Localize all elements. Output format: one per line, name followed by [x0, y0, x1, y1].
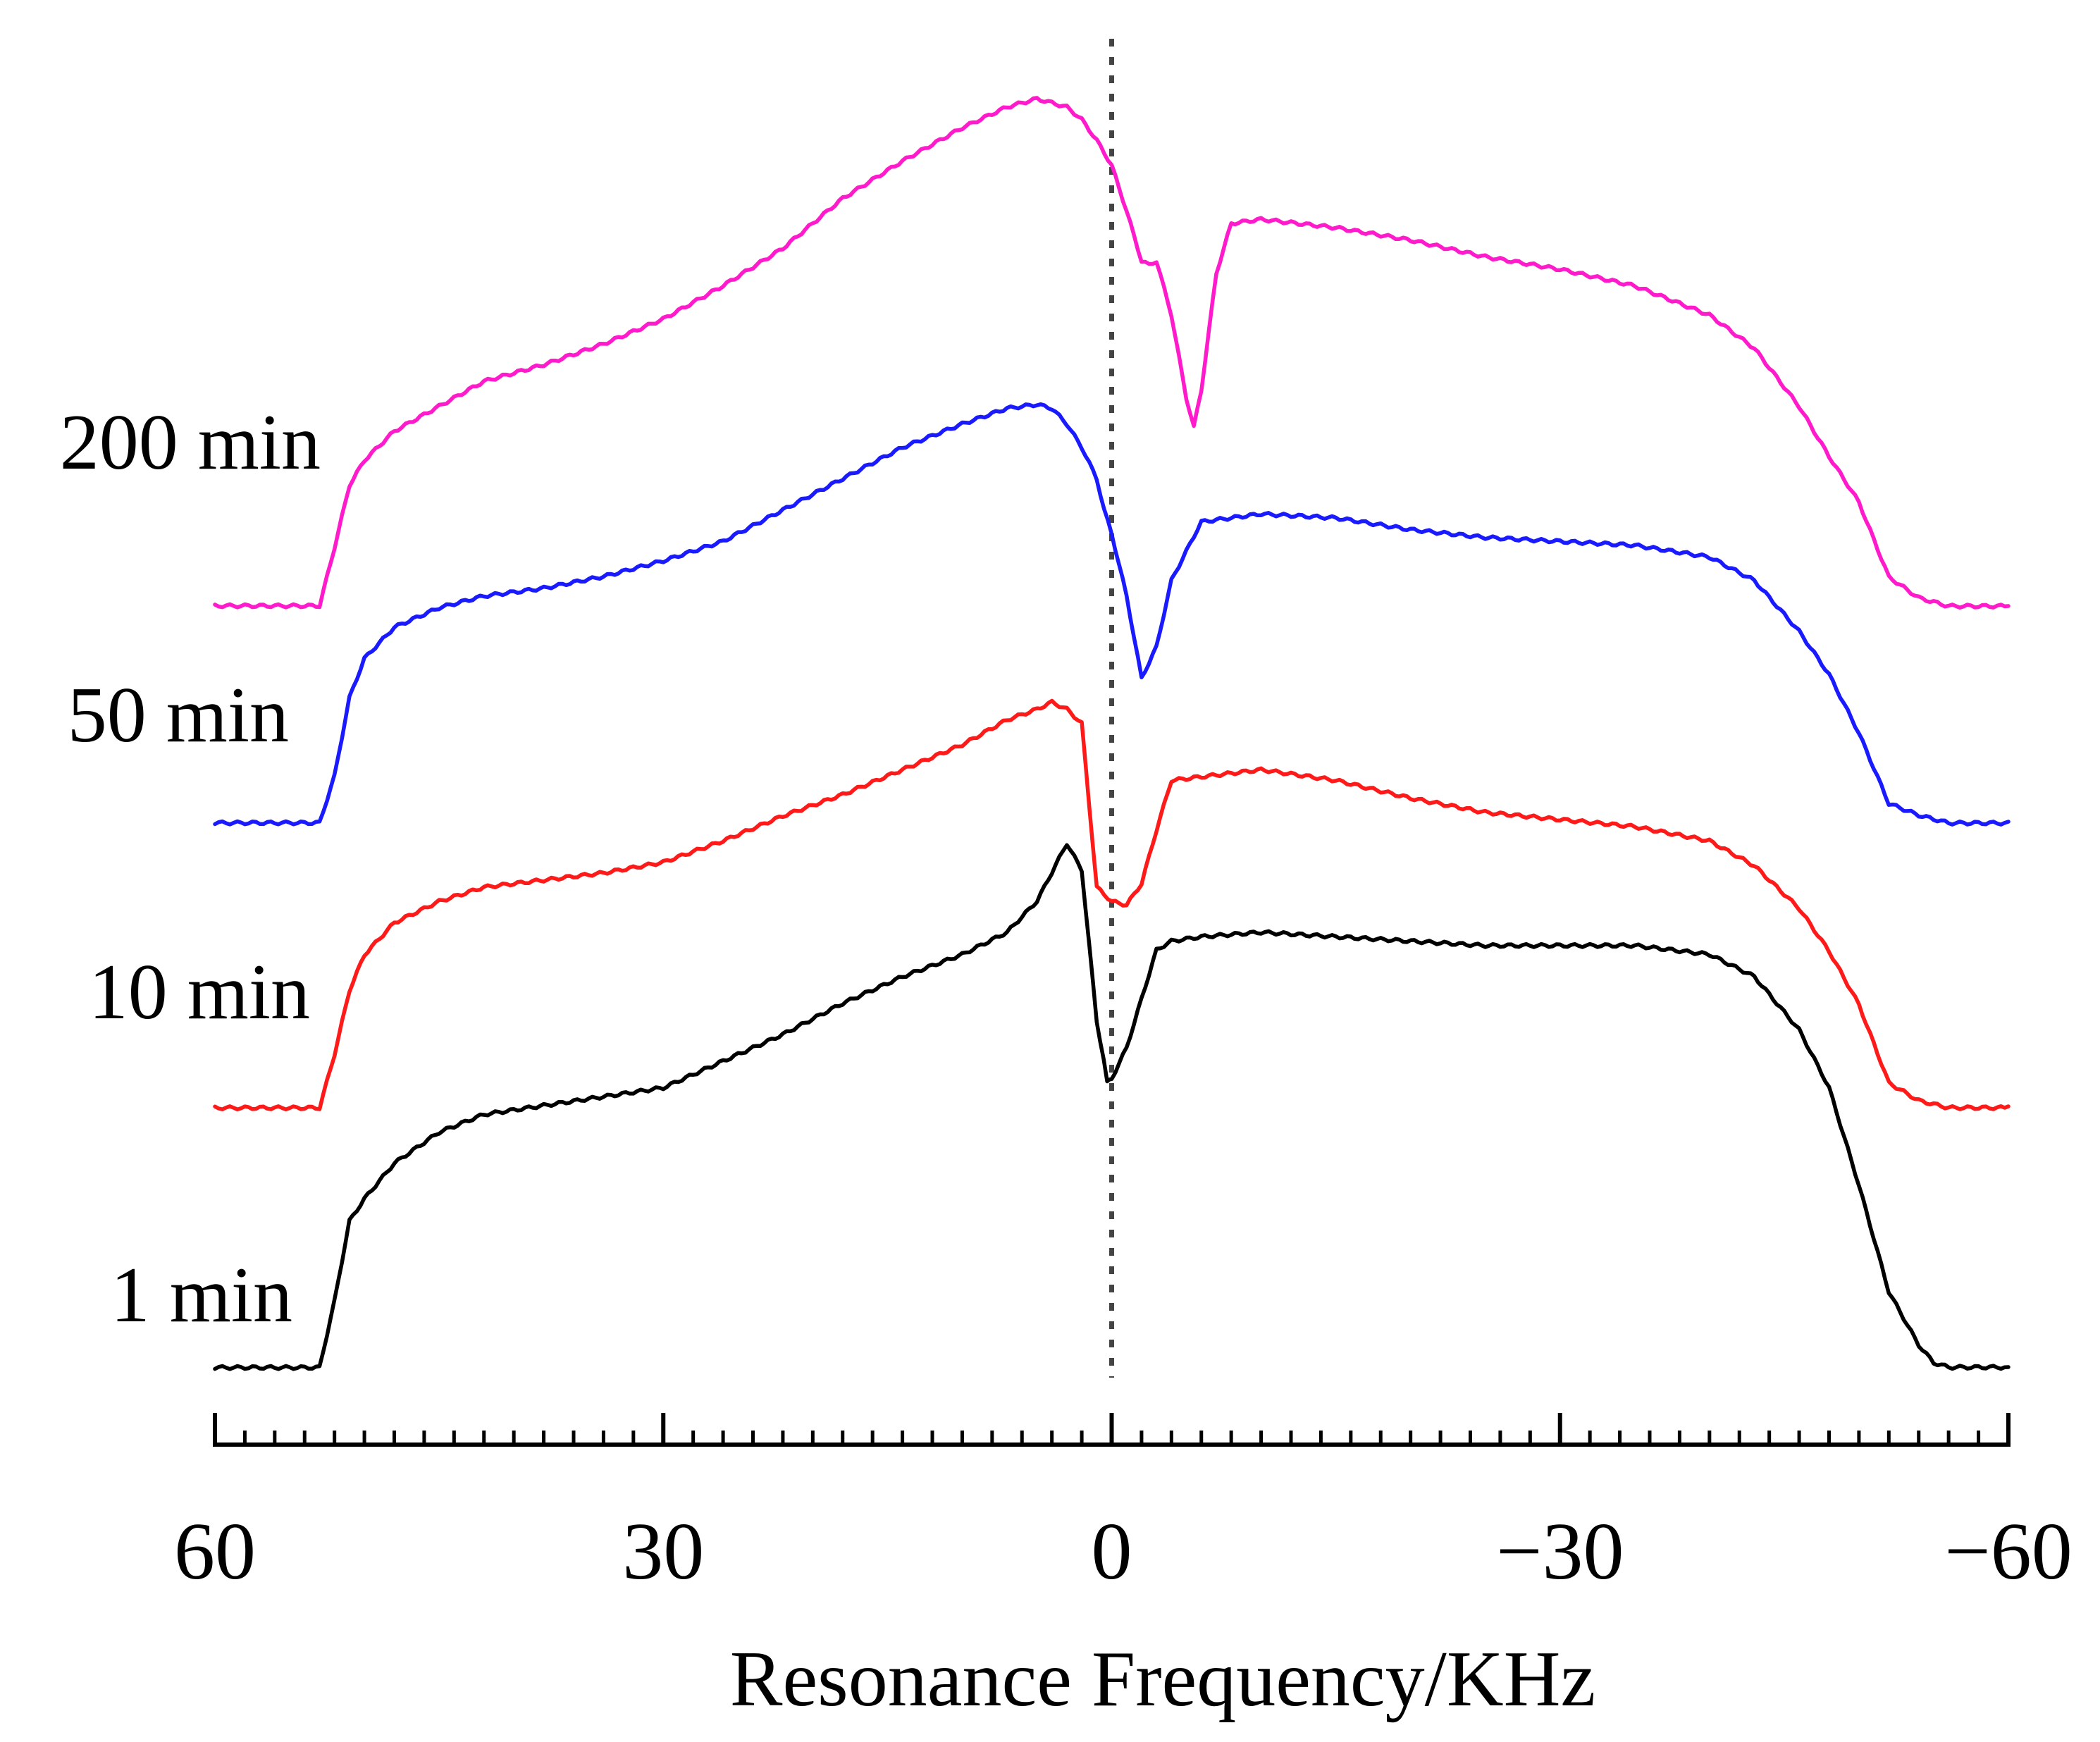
x-tick-label: 60: [174, 1507, 256, 1597]
series-label-1-min: 1 min: [111, 1252, 292, 1339]
series-label-200-min: 200 min: [60, 399, 321, 486]
series-label-layer: 1 min 10 min 50 min 200 min: [60, 399, 321, 1339]
series-line-50-min: [213, 402, 2011, 827]
series-label-10-min: 10 min: [89, 949, 310, 1036]
series-line-200-min: [213, 96, 2011, 610]
x-tick-label: 0: [1092, 1507, 1132, 1597]
series-label-50-min: 50 min: [68, 672, 289, 759]
x-axis-title: Resonance Frequency/KHz: [730, 1636, 1595, 1723]
x-tick-label: −30: [1496, 1507, 1624, 1597]
series-layer: [213, 96, 2011, 1371]
x-tick-label: −60: [1944, 1507, 2072, 1597]
series-line-10-min: [213, 698, 2011, 1112]
x-axis: 60 30 0 −30 −60: [174, 1413, 2073, 1597]
series-line-1-min: [213, 843, 2011, 1371]
x-tick-label: 30: [622, 1507, 704, 1597]
